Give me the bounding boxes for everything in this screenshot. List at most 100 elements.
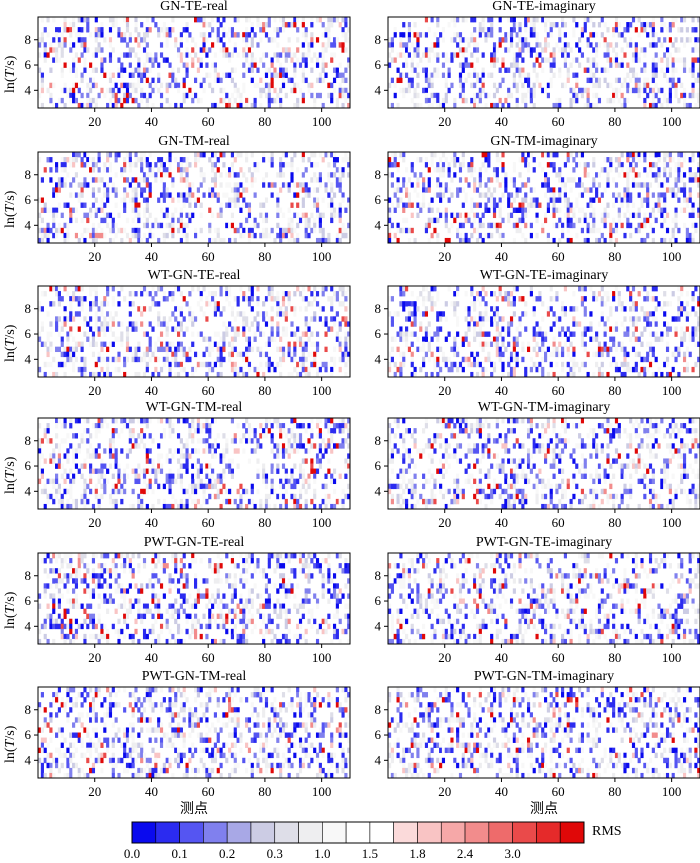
heatmap-cell — [586, 92, 590, 99]
heatmap-cell — [91, 82, 96, 89]
heatmap-cell — [521, 232, 525, 239]
heatmap-cell — [563, 202, 567, 208]
heatmap-cell — [572, 366, 576, 373]
heatmap-cell — [450, 177, 454, 183]
heatmap-cell — [405, 202, 409, 208]
heatmap-cell — [617, 172, 621, 178]
heatmap-cell — [80, 433, 84, 439]
heatmap-cell — [405, 336, 409, 342]
heatmap-cell — [264, 341, 269, 347]
heatmap-cell — [694, 102, 698, 109]
heatmap-cell — [583, 306, 587, 312]
heatmap-cell — [504, 97, 508, 104]
heatmap-cell — [498, 17, 502, 23]
heatmap-cell — [52, 453, 56, 459]
heatmap-cell — [298, 371, 303, 378]
heatmap-cell — [546, 32, 550, 38]
heatmap-cell — [555, 97, 559, 104]
heatmap-cell — [631, 346, 636, 353]
heatmap-cell — [245, 37, 249, 43]
heatmap-cell — [157, 197, 161, 203]
heatmap-cell — [538, 42, 542, 48]
heatmap-cell — [194, 92, 198, 99]
heatmap-cell — [284, 57, 288, 63]
heatmap-cell — [137, 478, 141, 485]
heatmap-cell — [436, 167, 440, 173]
heatmap-cell — [233, 87, 237, 94]
heatmap-cell — [341, 17, 345, 23]
heatmap-cell — [407, 87, 411, 94]
heatmap-cell — [86, 483, 90, 490]
heatmap-cell — [612, 57, 616, 63]
heatmap-cell — [284, 22, 288, 28]
heatmap-cell — [688, 351, 692, 358]
heatmap-cell — [327, 202, 331, 208]
heatmap-cell — [563, 162, 567, 168]
heatmap-cell — [532, 326, 536, 332]
heatmap-cell — [433, 356, 437, 363]
heatmap-cell — [399, 52, 403, 58]
heatmap-cell — [614, 286, 619, 292]
heatmap-cell — [575, 197, 579, 203]
heatmap-cell — [473, 326, 477, 332]
heatmap-cell — [324, 187, 328, 193]
heatmap-cell — [473, 82, 477, 89]
heatmap-cell — [388, 82, 392, 89]
heatmap-cell — [151, 87, 155, 94]
heatmap-cell — [46, 227, 50, 234]
heatmap-cell — [546, 197, 550, 203]
heatmap-cell — [125, 97, 130, 104]
heatmap-cell — [640, 366, 644, 373]
heatmap-cell — [495, 341, 499, 347]
heatmap-cell — [69, 503, 73, 510]
heatmap-cell — [439, 212, 443, 219]
heatmap-cell — [222, 152, 226, 158]
heatmap-cell — [492, 47, 497, 53]
heatmap-cell — [643, 371, 647, 378]
heatmap-cell — [159, 102, 164, 109]
heatmap-cell — [436, 177, 440, 183]
heatmap-cell — [521, 92, 525, 99]
heatmap-cell — [481, 87, 485, 94]
heatmap-cell — [40, 468, 44, 474]
heatmap-cell — [495, 222, 499, 229]
heatmap-cell — [137, 433, 141, 439]
heatmap-cell — [276, 197, 280, 203]
heatmap-cell — [657, 366, 661, 373]
heatmap-cell — [668, 237, 672, 244]
heatmap-cell — [66, 473, 70, 479]
heatmap-cell — [301, 202, 305, 208]
heatmap-cell — [304, 356, 308, 363]
heatmap-cell — [154, 222, 158, 229]
heatmap-cell — [97, 157, 101, 163]
heatmap-cell — [301, 331, 305, 337]
heatmap-cell — [626, 192, 630, 198]
heatmap-cell — [293, 311, 297, 317]
heatmap-cell — [629, 77, 633, 84]
heatmap-cell — [674, 162, 678, 168]
heatmap-cell — [211, 27, 215, 33]
heatmap-cell — [250, 296, 254, 302]
heatmap-cell — [69, 67, 73, 73]
heatmap-cell — [603, 187, 607, 193]
heatmap-cell — [609, 346, 613, 353]
heatmap-cell — [330, 326, 334, 332]
heatmap-cell — [626, 62, 630, 68]
heatmap-cell — [691, 82, 695, 89]
heatmap-cell — [589, 336, 593, 342]
heatmap-cell — [410, 361, 414, 368]
heatmap-cell — [422, 197, 426, 203]
heatmap-cell — [114, 428, 118, 434]
heatmap-cell — [196, 152, 200, 158]
heatmap-cell — [162, 316, 166, 322]
heatmap-cell — [63, 162, 67, 168]
heatmap-cell — [46, 157, 50, 163]
heatmap-cell — [157, 483, 161, 490]
heatmap-cell — [123, 227, 127, 234]
heatmap-cell — [668, 172, 672, 178]
heatmap-cell — [174, 286, 178, 292]
heatmap-cell — [473, 67, 477, 73]
heatmap-cell — [424, 296, 429, 302]
heatmap-cell — [230, 27, 235, 33]
heatmap-cell — [341, 27, 345, 33]
